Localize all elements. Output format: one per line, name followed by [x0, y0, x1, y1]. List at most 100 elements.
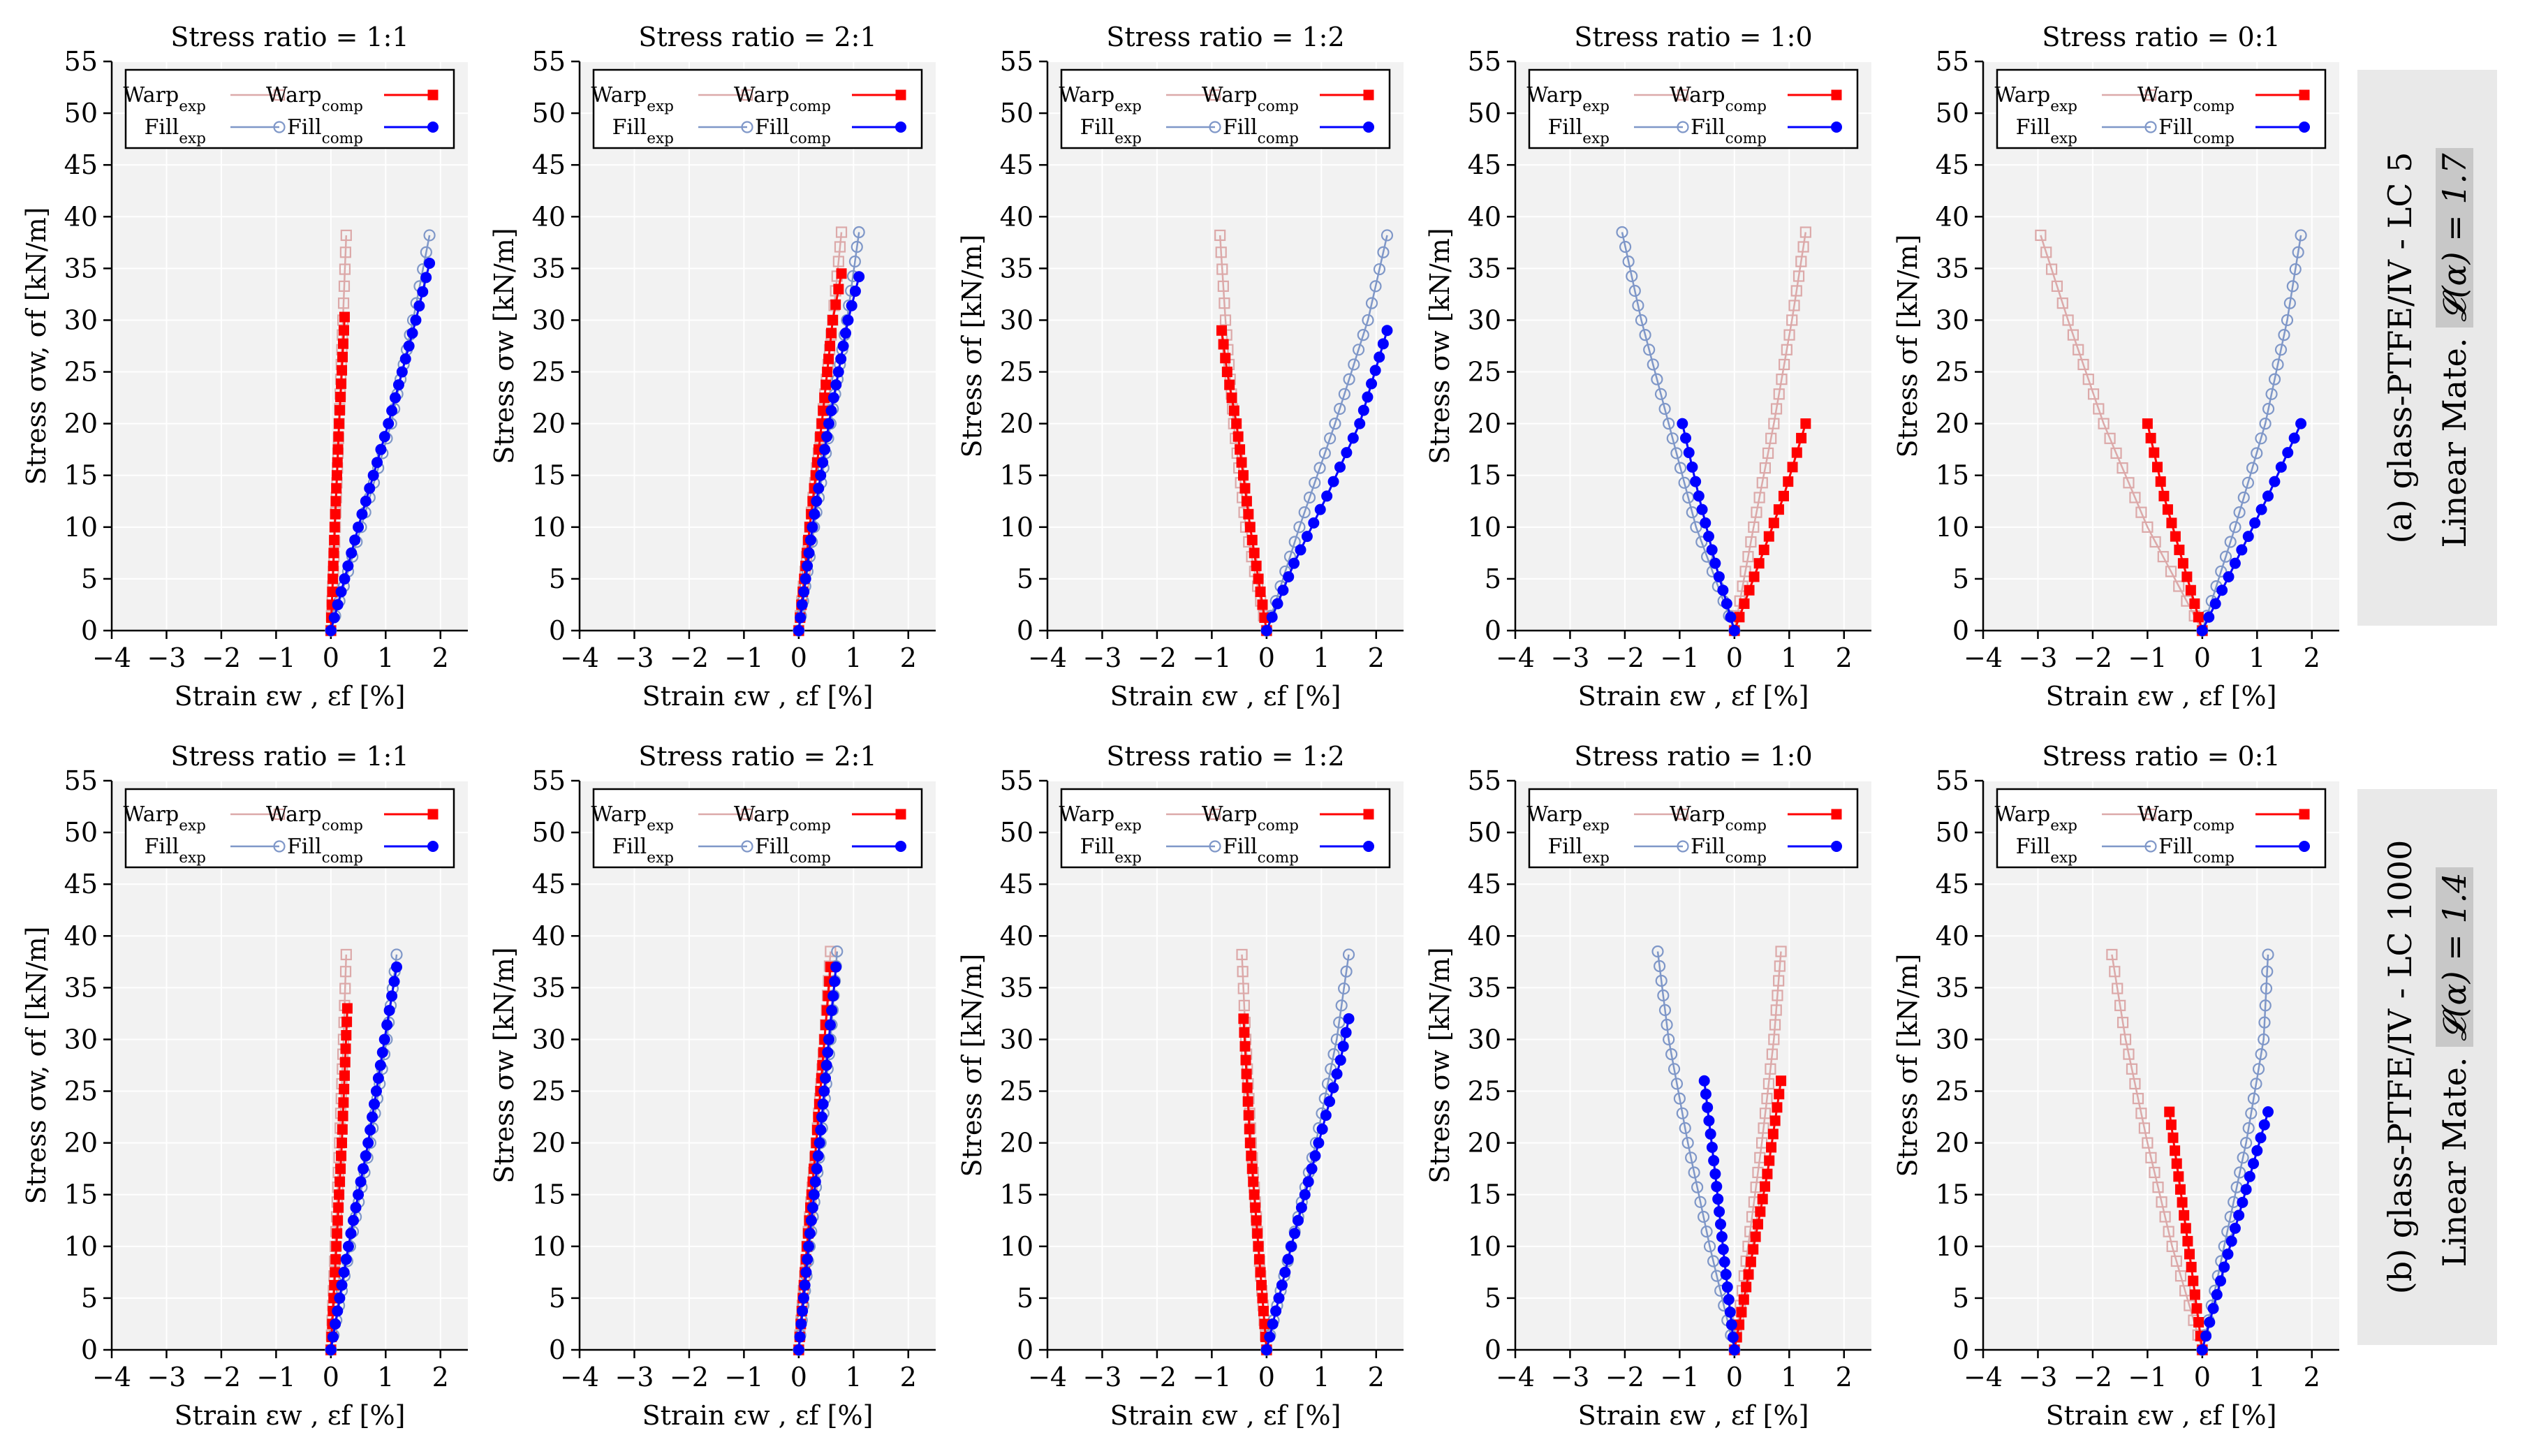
data-point — [1252, 1228, 1263, 1239]
legend-label: Fillexp — [145, 115, 206, 147]
plot-area — [580, 781, 936, 1350]
legend-marker — [2144, 89, 2157, 101]
data-point — [1352, 344, 1365, 356]
data-point — [341, 1030, 352, 1041]
x-tick-label: 2 — [1836, 1362, 1853, 1392]
data-point — [1781, 344, 1792, 355]
data-point — [2281, 314, 2294, 327]
data-point — [2184, 1249, 2195, 1260]
legend-marker — [427, 122, 439, 133]
y-tick-label: 15 — [64, 460, 98, 491]
data-point — [2177, 1197, 2188, 1208]
data-point — [1655, 974, 1668, 987]
data-point — [1705, 1128, 1716, 1140]
legend-label: Fillcomp — [287, 834, 363, 867]
y-tick-label: 50 — [532, 98, 566, 128]
x-tick-label: −1 — [724, 642, 763, 673]
data-point — [2265, 388, 2278, 400]
data-point — [2152, 462, 2163, 473]
data-point — [1258, 1305, 1269, 1316]
data-point — [375, 443, 387, 455]
data-point — [1316, 1123, 1328, 1135]
data-point — [2189, 598, 2200, 609]
data-point — [1718, 1256, 1730, 1268]
y-tick-label: 25 — [1936, 1076, 1969, 1107]
x-tick-label: −3 — [147, 642, 186, 673]
x-tick-label: −3 — [2018, 1362, 2057, 1392]
data-point — [355, 1176, 367, 1188]
legend-box — [1528, 788, 1859, 869]
data-point — [2219, 550, 2232, 563]
data-point — [798, 586, 810, 598]
data-point — [374, 1059, 386, 1071]
legend-label: Fillcomp — [755, 115, 831, 147]
x-tick-label: 1 — [377, 642, 394, 673]
data-point — [337, 1124, 348, 1135]
legend-label: Warpexp — [1995, 802, 2077, 834]
y-tick-label: 35 — [1936, 972, 1969, 1003]
data-point — [1748, 1244, 1759, 1255]
row-b-metric: 𝓛(α) = 1.4 — [2436, 867, 2473, 1047]
y-tick-label: 10 — [532, 512, 566, 543]
legend-label: Fillcomp — [1691, 834, 1767, 867]
data-point — [802, 1253, 814, 1265]
data-point — [1721, 1281, 1733, 1293]
data-point — [2193, 1316, 2204, 1328]
data-point — [812, 1150, 824, 1162]
data-point — [1769, 1115, 1781, 1126]
data-point — [332, 1305, 344, 1317]
data-point — [1628, 284, 1641, 297]
data-point — [809, 508, 820, 520]
x-tick-label: 1 — [2248, 1362, 2265, 1392]
data-point — [1348, 358, 1360, 371]
data-point — [1750, 1231, 1761, 1242]
data-point — [1725, 611, 1737, 623]
data-point — [1381, 325, 1393, 337]
y-tick-label: 35 — [64, 972, 98, 1003]
data-point — [1708, 1155, 1720, 1167]
data-point — [1220, 353, 1231, 364]
data-point — [2163, 1226, 2174, 1237]
y-tick-label: 35 — [532, 253, 566, 284]
y-tick-label: 40 — [1468, 920, 1501, 951]
row-label-b: (b) glass-PTFE/IV - LC 1000 Linear Mate.… — [2357, 789, 2497, 1345]
legend-label: Warpcomp — [734, 83, 831, 115]
data-point — [1321, 490, 1333, 502]
data-point — [1330, 1033, 1343, 1046]
data-point — [1702, 1101, 1714, 1113]
data-point — [356, 508, 368, 520]
data-point — [1691, 1181, 1704, 1193]
data-point — [335, 1163, 346, 1175]
data-point — [413, 300, 425, 312]
data-point — [1244, 522, 1256, 533]
data-point — [403, 340, 415, 352]
y-tick-label: 0 — [1485, 615, 1501, 646]
data-point — [2149, 447, 2160, 458]
data-point — [2181, 571, 2193, 582]
y-tick-label: 50 — [1000, 98, 1033, 128]
data-point — [2247, 1092, 2260, 1105]
chart-title: Stress ratio = 1:0 — [1574, 22, 1812, 52]
data-point — [817, 1098, 829, 1110]
data-point — [1766, 1048, 1778, 1060]
data-point — [2229, 521, 2241, 534]
data-point — [1369, 280, 1382, 293]
legend-label: Warpexp — [124, 802, 206, 834]
x-tick-label: 0 — [1258, 642, 1275, 673]
data-point — [1786, 314, 1798, 326]
data-point — [1237, 983, 1249, 994]
data-point — [1309, 1150, 1321, 1162]
data-point — [800, 573, 811, 584]
data-point — [386, 405, 398, 417]
y-tick-label: 50 — [64, 98, 98, 128]
y-tick-label: 0 — [1485, 1334, 1501, 1365]
data-point — [1643, 344, 1656, 356]
data-point — [2269, 476, 2281, 487]
data-point — [1723, 1294, 1735, 1306]
y-tick-label: 40 — [1936, 920, 1969, 951]
y-tick-label: 15 — [532, 1179, 566, 1210]
data-point — [1239, 1040, 1251, 1052]
y-tick-label: 20 — [1936, 409, 1969, 439]
data-point — [1767, 1128, 1779, 1140]
